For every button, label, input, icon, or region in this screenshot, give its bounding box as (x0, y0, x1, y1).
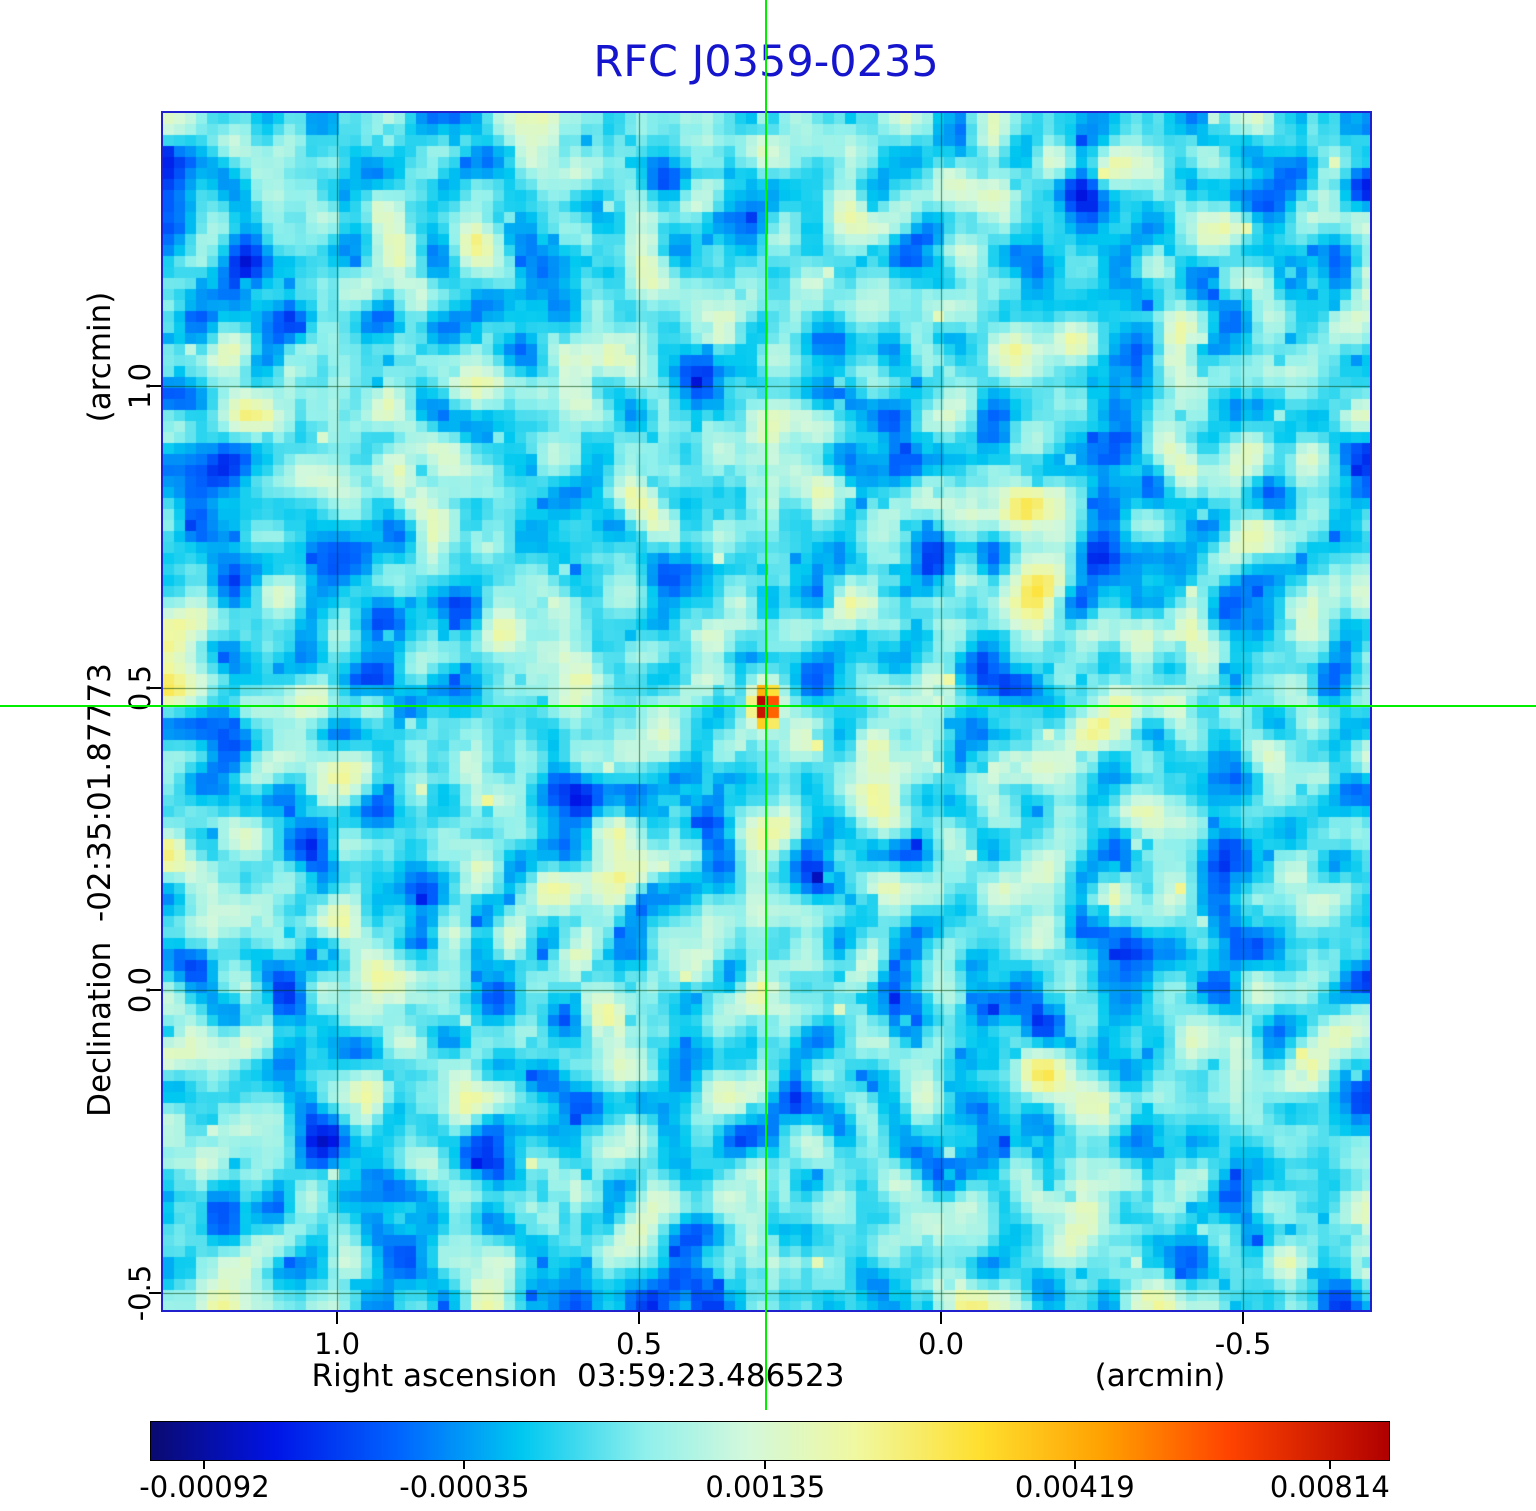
x-tickmark (940, 1312, 942, 1324)
colorbar-tickmark (463, 1461, 466, 1469)
colorbar-tick-label: -0.00092 (139, 1470, 270, 1504)
crosshair-vertical (764, 0, 767, 1410)
colorbar-tickmark (1073, 1461, 1076, 1469)
x-tickmark (336, 1312, 338, 1324)
colorbar-tick-label: 0.00135 (705, 1470, 826, 1504)
colorbar (150, 1421, 1390, 1461)
colorbar-tickmark (203, 1461, 206, 1469)
colorbar-tick-label: 0.00814 (1269, 1470, 1390, 1504)
x-tick-label: -0.5 (1214, 1327, 1272, 1361)
x-tickmark (1242, 1312, 1244, 1324)
x-tickmark (638, 1312, 640, 1324)
colorbar-tickmark (764, 1461, 767, 1469)
colorbar-tick-label: -0.00035 (399, 1470, 530, 1504)
figure-title: RFC J0359-0235 (593, 37, 939, 87)
colorbar-tick-label: 0.00419 (1014, 1470, 1135, 1504)
y-tickmark (149, 1292, 161, 1294)
crosshair-horizontal (0, 705, 1536, 708)
x-tick-label: 0.0 (917, 1327, 965, 1361)
x-axis-label: Right ascension 03:59:23.486523 (311, 1358, 845, 1394)
colorbar-gradient (151, 1422, 1389, 1460)
y-axis-unit-label: (arcmin) (82, 291, 118, 423)
y-axis-label: Declination -02:35:01.87773 (82, 663, 118, 1117)
y-tickmark (149, 687, 161, 689)
y-tickmark (149, 385, 161, 387)
x-tick-label: 1.0 (313, 1327, 361, 1361)
y-tickmark (149, 989, 161, 991)
colorbar-tickmark (1328, 1461, 1331, 1469)
x-axis-unit-label: (arcmin) (1094, 1358, 1226, 1394)
x-tick-label: 0.5 (615, 1327, 663, 1361)
